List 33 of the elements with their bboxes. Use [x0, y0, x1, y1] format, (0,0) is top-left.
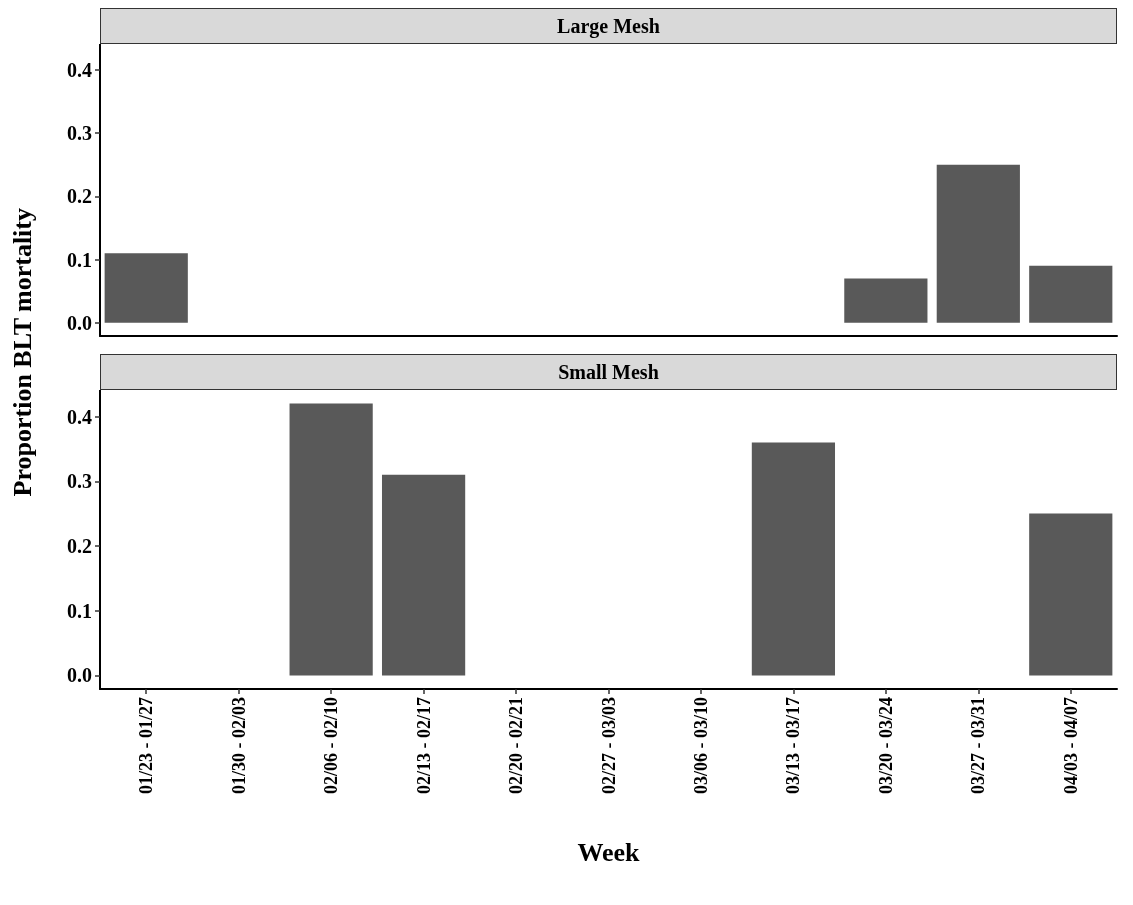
y-tick-label: 0.4 — [67, 58, 92, 81]
bar — [844, 278, 928, 323]
x-tick-label: 03/27 - 03/31 — [968, 697, 989, 794]
bar — [751, 442, 836, 676]
y-tick-label: 0.0 — [67, 311, 92, 334]
y-tick-label: 0.3 — [67, 122, 92, 145]
y-tick-label: 0.1 — [67, 599, 92, 622]
y-tick-label: 0.4 — [67, 405, 92, 428]
bar — [289, 403, 373, 676]
bar — [1029, 265, 1113, 323]
x-tick-label: 01/30 - 02/03 — [228, 697, 249, 794]
y-tick-label: 0.2 — [67, 534, 92, 557]
bar — [1029, 513, 1113, 676]
y-axis-title: Proportion BLT mortality — [8, 208, 38, 497]
x-axis-title: Week — [577, 837, 641, 867]
x-tick-label: 02/20 - 02/21 — [506, 697, 527, 794]
x-tick-label: 02/13 - 02/17 — [413, 697, 434, 794]
chart-title: Large Mesh — [100, 8, 1117, 44]
y-tick-label: 0.3 — [67, 470, 92, 493]
y-tick-label: 0.2 — [67, 185, 92, 208]
y-tick-label: 0.1 — [67, 248, 92, 271]
y-tick-label: 0.0 — [67, 664, 92, 687]
bar — [936, 164, 1020, 323]
x-tick-label: 02/27 - 03/03 — [598, 697, 619, 794]
x-tick-label: 02/06 - 02/10 — [321, 697, 342, 794]
x-tick-label: 03/20 - 03/24 — [875, 697, 896, 794]
bar — [381, 474, 466, 676]
chart-title: Small Mesh — [100, 354, 1117, 390]
x-tick-label: 03/06 - 03/10 — [690, 697, 711, 794]
bar — [104, 253, 188, 323]
x-tick-label: 03/13 - 03/17 — [783, 697, 804, 794]
x-tick-label: 01/23 - 01/27 — [136, 697, 157, 794]
x-tick-label: 04/03 - 04/07 — [1060, 697, 1081, 794]
